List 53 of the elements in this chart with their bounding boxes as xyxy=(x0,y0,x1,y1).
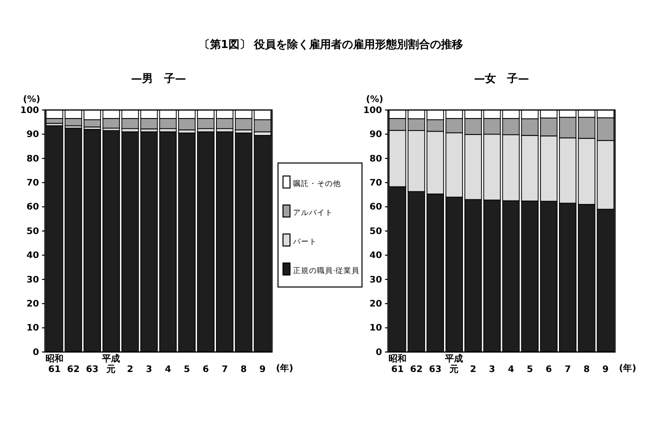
x-tick-label: 3 xyxy=(146,365,152,376)
y-tick-label: 30 xyxy=(369,275,382,286)
x-tick-label: 62 xyxy=(410,365,423,376)
x-tick-label: 平成元 xyxy=(444,353,464,376)
x-tick-label: 62 xyxy=(67,365,80,376)
y-tick-label: 0 xyxy=(376,348,382,358)
x-tick-label: 2 xyxy=(126,365,134,376)
y-tick-label: 60 xyxy=(369,202,382,213)
y-tick-label: 80 xyxy=(26,154,39,164)
y-tick-label: 30 xyxy=(26,275,39,286)
y-tick-label: 60 xyxy=(26,202,39,213)
y-tick-label: 50 xyxy=(26,226,39,237)
x-tick-label: 2 xyxy=(470,365,476,376)
y-tick-label: 10 xyxy=(26,324,39,334)
y-tick-label: 10 xyxy=(369,324,382,334)
y-tick-label: 90 xyxy=(26,130,39,140)
x-axis-title: (年) xyxy=(619,363,636,374)
x-tick-label: 6 xyxy=(202,365,209,376)
chart-subtitle: —男 子— xyxy=(131,72,186,85)
x-tick-label: 平成元 xyxy=(101,353,120,376)
text: 〔第1図〕 役員を除く雇用者の雇用形態別割合の推移 xyxy=(198,38,464,51)
x-tick-label: 7 xyxy=(222,365,228,376)
y-tick-label: 40 xyxy=(26,251,39,262)
y-tick-label: 70 xyxy=(26,178,39,188)
chart-subtitle: —女 子— xyxy=(474,72,529,85)
y-tick-label: 80 xyxy=(369,154,382,164)
x-tick-label: 63 xyxy=(429,365,442,376)
x-tick-label: 4 xyxy=(508,365,514,376)
x-axis-title: (年) xyxy=(276,363,294,374)
x-tick-label: 8 xyxy=(240,365,247,376)
x-tick-label: 5 xyxy=(184,365,190,376)
y-tick-label: 0 xyxy=(32,348,39,358)
x-tick-label: 9 xyxy=(602,365,609,376)
x-tick-label: 63 xyxy=(86,365,99,376)
x-tick-label: 7 xyxy=(564,365,571,376)
y-tick-label: 20 xyxy=(26,299,39,310)
x-tick-label: 8 xyxy=(583,365,590,376)
y-tick-label: 40 xyxy=(369,251,382,262)
x-tick-label: 6 xyxy=(546,365,552,376)
y-tick-label: 20 xyxy=(369,299,382,310)
y-tick-label: 100 xyxy=(363,106,382,116)
x-tick-label: 9 xyxy=(259,365,266,376)
x-tick-label: 5 xyxy=(526,365,534,376)
y-tick-label: 70 xyxy=(369,178,382,188)
y-axis-title: (%) xyxy=(366,95,384,105)
x-tick-label: 昭和 61 xyxy=(388,353,406,376)
y-tick-label: 50 xyxy=(369,226,382,237)
y-tick-label: 100 xyxy=(20,106,39,116)
y-tick-label: 90 xyxy=(369,130,382,140)
x-tick-label: 昭和 61 xyxy=(45,353,64,376)
x-tick-label: 3 xyxy=(488,365,496,376)
y-axis-title: (%) xyxy=(23,95,40,105)
x-tick-label: 4 xyxy=(164,365,172,376)
